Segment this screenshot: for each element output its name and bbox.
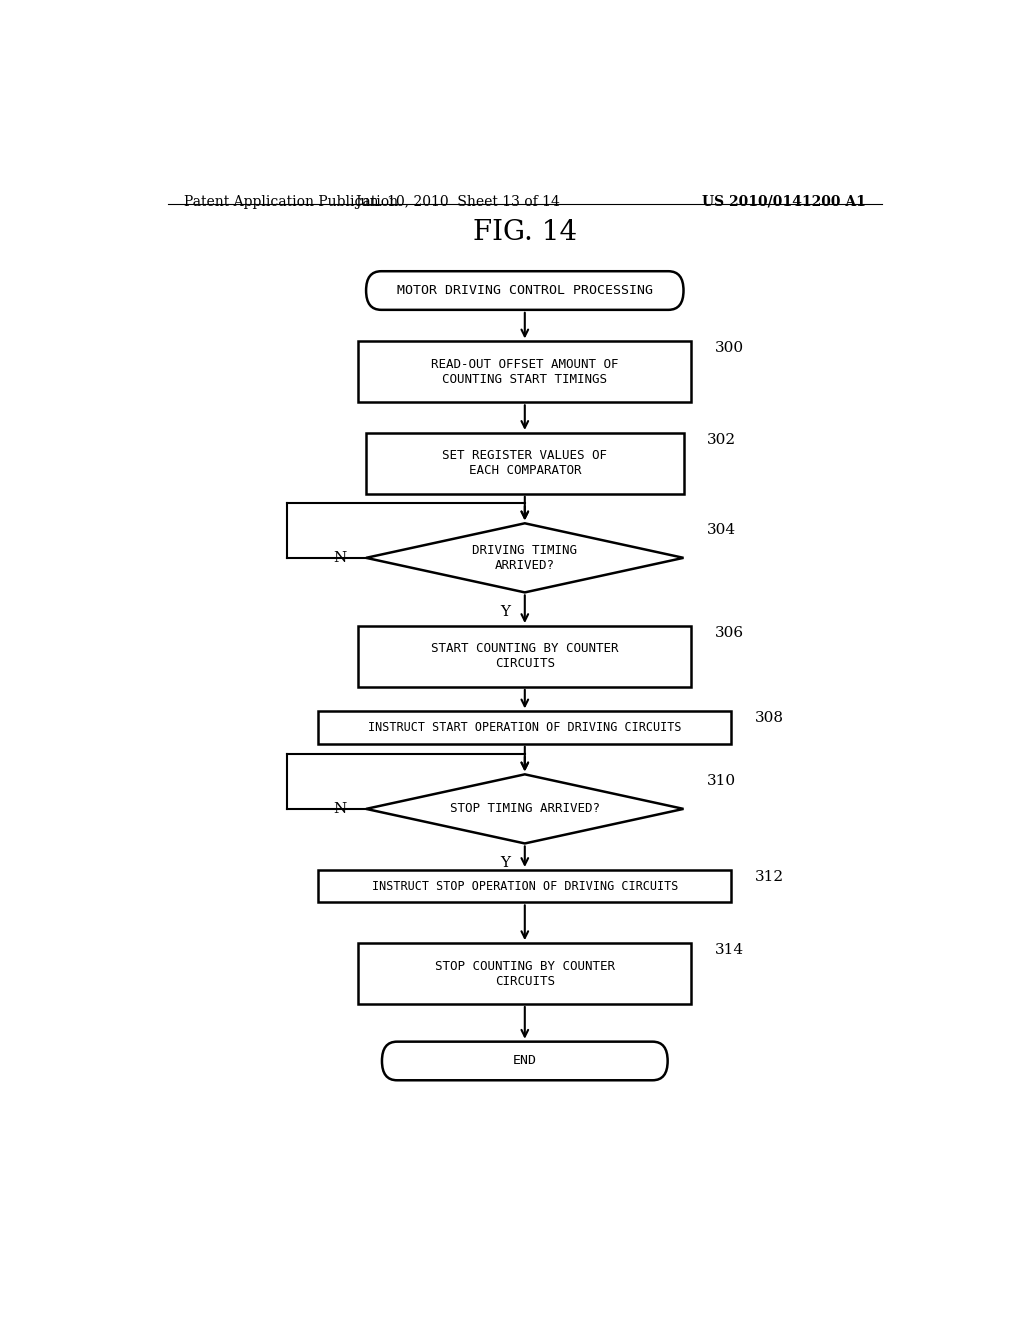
Text: 306: 306 [715,626,744,640]
Text: MOTOR DRIVING CONTROL PROCESSING: MOTOR DRIVING CONTROL PROCESSING [396,284,653,297]
Text: Jun. 10, 2010  Sheet 13 of 14: Jun. 10, 2010 Sheet 13 of 14 [355,195,560,209]
Text: READ-OUT OFFSET AMOUNT OF
COUNTING START TIMINGS: READ-OUT OFFSET AMOUNT OF COUNTING START… [431,358,618,385]
Text: N: N [333,801,346,816]
Text: STOP COUNTING BY COUNTER
CIRCUITS: STOP COUNTING BY COUNTER CIRCUITS [435,960,614,987]
Text: 300: 300 [715,342,744,355]
Text: DRIVING TIMING
ARRIVED?: DRIVING TIMING ARRIVED? [472,544,578,572]
Text: END: END [513,1055,537,1068]
Text: INSTRUCT STOP OPERATION OF DRIVING CIRCUITS: INSTRUCT STOP OPERATION OF DRIVING CIRCU… [372,879,678,892]
Text: Y: Y [500,605,510,619]
Text: START COUNTING BY COUNTER
CIRCUITS: START COUNTING BY COUNTER CIRCUITS [431,643,618,671]
Text: Y: Y [500,855,510,870]
Text: 312: 312 [755,870,784,884]
Text: SET REGISTER VALUES OF
EACH COMPARATOR: SET REGISTER VALUES OF EACH COMPARATOR [442,449,607,478]
Bar [318,711,731,744]
Text: 302: 302 [708,433,736,447]
FancyBboxPatch shape [382,1041,668,1080]
Text: STOP TIMING ARRIVED?: STOP TIMING ARRIVED? [450,803,600,816]
Text: 314: 314 [715,942,744,957]
Bar [358,626,691,686]
Text: Patent Application Publication: Patent Application Publication [183,195,397,209]
Polygon shape [367,523,684,593]
Text: N: N [333,550,346,565]
Bar [367,433,684,494]
Text: 304: 304 [708,523,736,537]
Text: 310: 310 [708,775,736,788]
Text: INSTRUCT START OPERATION OF DRIVING CIRCUITS: INSTRUCT START OPERATION OF DRIVING CIRC… [368,721,682,734]
Bar [358,942,691,1005]
Text: FIG. 14: FIG. 14 [473,219,577,247]
Text: US 2010/0141200 A1: US 2010/0141200 A1 [702,195,866,209]
Bar [358,342,691,403]
Text: 308: 308 [755,711,784,725]
Bar [318,870,731,903]
Polygon shape [367,775,684,843]
FancyBboxPatch shape [367,271,684,310]
